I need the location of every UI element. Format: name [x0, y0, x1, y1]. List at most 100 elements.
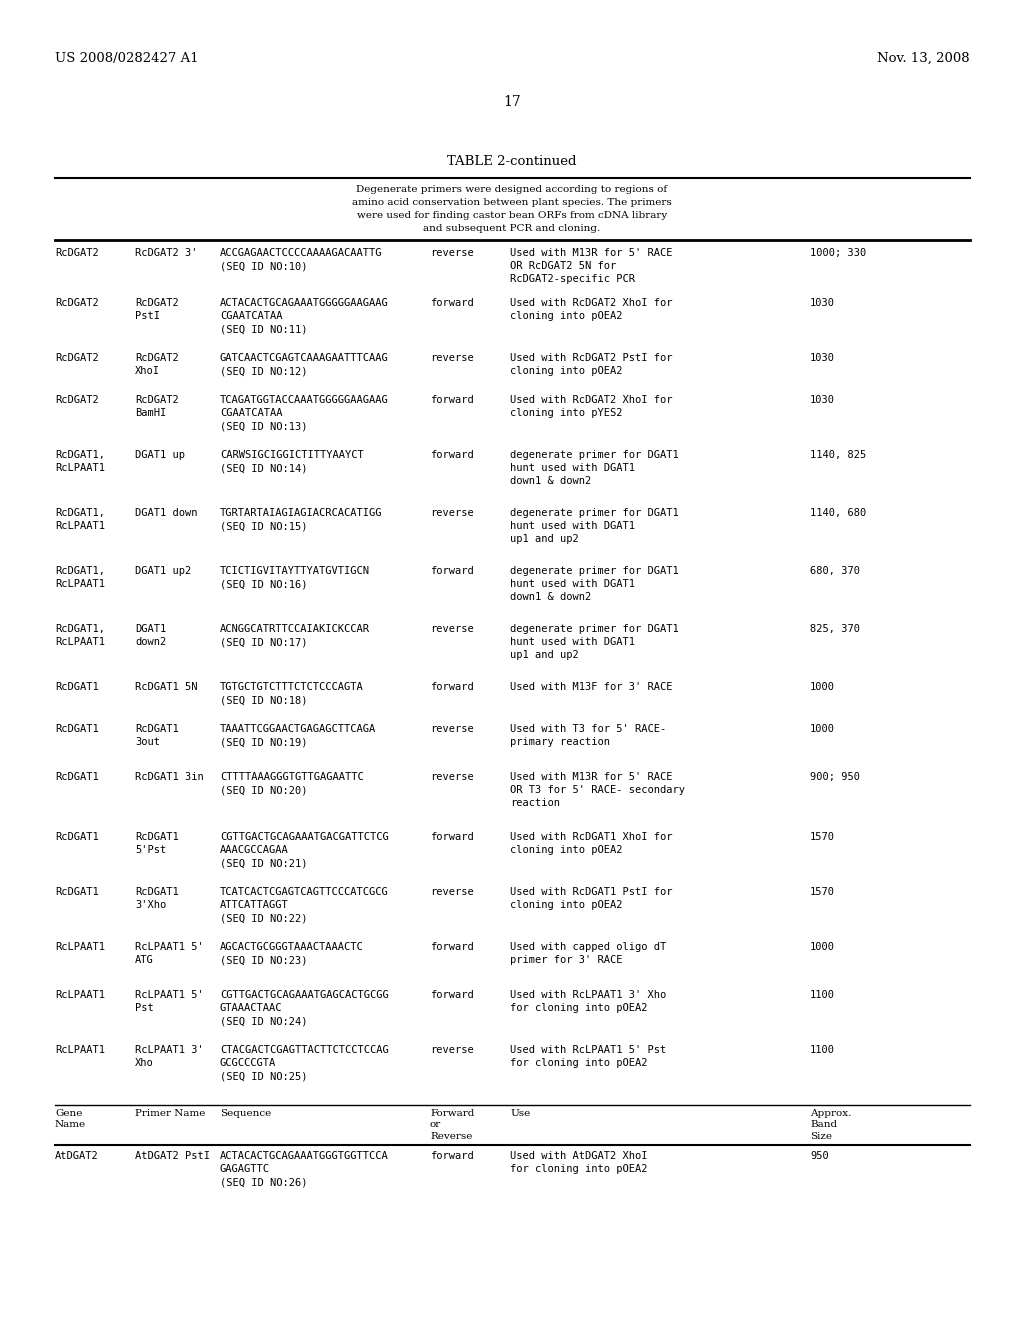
Text: were used for finding castor bean ORFs from cDNA library: were used for finding castor bean ORFs f… — [357, 211, 667, 220]
Text: Used with AtDGAT2 XhoI
for cloning into pOEA2: Used with AtDGAT2 XhoI for cloning into … — [510, 1151, 647, 1175]
Text: DGAT1
down2: DGAT1 down2 — [135, 624, 166, 647]
Text: reverse: reverse — [430, 887, 474, 898]
Text: forward: forward — [430, 682, 474, 692]
Text: RcDGAT1
3out: RcDGAT1 3out — [135, 723, 179, 747]
Text: reverse: reverse — [430, 508, 474, 517]
Text: TAAATTCGGAACTGAGAGCTTCAGA
(SEQ ID NO:19): TAAATTCGGAACTGAGAGCTTCAGA (SEQ ID NO:19) — [220, 723, 376, 747]
Text: DGAT1 down: DGAT1 down — [135, 508, 198, 517]
Text: ACNGGCATRTTCCAIAKICKCCAR
(SEQ ID NO:17): ACNGGCATRTTCCAIAKICKCCAR (SEQ ID NO:17) — [220, 624, 370, 647]
Text: forward: forward — [430, 942, 474, 952]
Text: 900; 950: 900; 950 — [810, 772, 860, 781]
Text: 680, 370: 680, 370 — [810, 566, 860, 576]
Text: RcDGAT2
PstI: RcDGAT2 PstI — [135, 298, 179, 321]
Text: RcDGAT1: RcDGAT1 — [55, 887, 98, 898]
Text: RcDGAT1,
RcLPAAT1: RcDGAT1, RcLPAAT1 — [55, 566, 105, 589]
Text: RcDGAT1: RcDGAT1 — [55, 772, 98, 781]
Text: reverse: reverse — [430, 1045, 474, 1055]
Text: 1100: 1100 — [810, 1045, 835, 1055]
Text: and subsequent PCR and cloning.: and subsequent PCR and cloning. — [423, 224, 601, 234]
Text: Used with M13R for 5' RACE
OR RcDGAT2 5N for
RcDGAT2-specific PCR: Used with M13R for 5' RACE OR RcDGAT2 5N… — [510, 248, 673, 284]
Text: AtDGAT2 PstI: AtDGAT2 PstI — [135, 1151, 210, 1162]
Text: Used with RcDGAT1 PstI for
cloning into pOEA2: Used with RcDGAT1 PstI for cloning into … — [510, 887, 673, 911]
Text: RcDGAT1
5'Pst: RcDGAT1 5'Pst — [135, 832, 179, 855]
Text: Used with RcLPAAT1 3' Xho
for cloning into pOEA2: Used with RcLPAAT1 3' Xho for cloning in… — [510, 990, 667, 1014]
Text: 1100: 1100 — [810, 990, 835, 1001]
Text: ACTACACTGCAGAAATGGGTGGTTCCA
GAGAGTTC
(SEQ ID NO:26): ACTACACTGCAGAAATGGGTGGTTCCA GAGAGTTC (SE… — [220, 1151, 389, 1188]
Text: RcDGAT1 3in: RcDGAT1 3in — [135, 772, 204, 781]
Text: 1000: 1000 — [810, 723, 835, 734]
Text: DGAT1 up: DGAT1 up — [135, 450, 185, 459]
Text: RcDGAT1: RcDGAT1 — [55, 832, 98, 842]
Text: TCICTIGVITAYTTYATGVTIGCN
(SEQ ID NO:16): TCICTIGVITAYTTYATGVTIGCN (SEQ ID NO:16) — [220, 566, 370, 589]
Text: RcLPAAT1: RcLPAAT1 — [55, 942, 105, 952]
Text: RcLPAAT1 5'
Pst: RcLPAAT1 5' Pst — [135, 990, 204, 1014]
Text: TCAGATGGTACCAAATGGGGGAAGAAG
CGAATCATAA
(SEQ ID NO:13): TCAGATGGTACCAAATGGGGGAAGAAG CGAATCATAA (… — [220, 395, 389, 432]
Text: GATCAACTCGAGTCAAAGAATTTCAAG
(SEQ ID NO:12): GATCAACTCGAGTCAAAGAATTTCAAG (SEQ ID NO:1… — [220, 352, 389, 376]
Text: 825, 370: 825, 370 — [810, 624, 860, 634]
Text: 1000: 1000 — [810, 682, 835, 692]
Text: RcDGAT1: RcDGAT1 — [55, 723, 98, 734]
Text: 1030: 1030 — [810, 395, 835, 405]
Text: amino acid conservation between plant species. The primers: amino acid conservation between plant sp… — [352, 198, 672, 207]
Text: reverse: reverse — [430, 723, 474, 734]
Text: RcLPAAT1 3'
Xho: RcLPAAT1 3' Xho — [135, 1045, 204, 1068]
Text: Nov. 13, 2008: Nov. 13, 2008 — [878, 51, 970, 65]
Text: 950: 950 — [810, 1151, 828, 1162]
Text: 1140, 825: 1140, 825 — [810, 450, 866, 459]
Text: TGTGCTGTCTTTCTCTCCCAGTA
(SEQ ID NO:18): TGTGCTGTCTTTCTCTCCCAGTA (SEQ ID NO:18) — [220, 682, 364, 705]
Text: 1000: 1000 — [810, 942, 835, 952]
Text: Used with RcLPAAT1 5' Pst
for cloning into pOEA2: Used with RcLPAAT1 5' Pst for cloning in… — [510, 1045, 667, 1068]
Text: Used with capped oligo dT
primer for 3' RACE: Used with capped oligo dT primer for 3' … — [510, 942, 667, 965]
Text: forward: forward — [430, 1151, 474, 1162]
Text: RcDGAT2: RcDGAT2 — [55, 352, 98, 363]
Text: RcLPAAT1: RcLPAAT1 — [55, 1045, 105, 1055]
Text: US 2008/0282427 A1: US 2008/0282427 A1 — [55, 51, 199, 65]
Text: reverse: reverse — [430, 352, 474, 363]
Text: AtDGAT2: AtDGAT2 — [55, 1151, 98, 1162]
Text: 17: 17 — [503, 95, 521, 110]
Text: Used with M13F for 3' RACE: Used with M13F for 3' RACE — [510, 682, 673, 692]
Text: RcDGAT2: RcDGAT2 — [55, 248, 98, 257]
Text: CTACGACTCGAGTTACTTCTCCTCCAG
GCGCCCGTA
(SEQ ID NO:25): CTACGACTCGAGTTACTTCTCCTCCAG GCGCCCGTA (S… — [220, 1045, 389, 1081]
Text: AGCACTGCGGGTAAACTAAACTC
(SEQ ID NO:23): AGCACTGCGGGTAAACTAAACTC (SEQ ID NO:23) — [220, 942, 364, 965]
Text: RcDGAT2
BamHI: RcDGAT2 BamHI — [135, 395, 179, 418]
Text: RcLPAAT1: RcLPAAT1 — [55, 990, 105, 1001]
Text: forward: forward — [430, 990, 474, 1001]
Text: RcLPAAT1 5'
ATG: RcLPAAT1 5' ATG — [135, 942, 204, 965]
Text: RcDGAT2: RcDGAT2 — [55, 395, 98, 405]
Text: TGRTARTAIAGIAGIACRCACATIGG
(SEQ ID NO:15): TGRTARTAIAGIAGIACRCACATIGG (SEQ ID NO:15… — [220, 508, 383, 531]
Text: Primer Name: Primer Name — [135, 1109, 206, 1118]
Text: DGAT1 up2: DGAT1 up2 — [135, 566, 191, 576]
Text: 1030: 1030 — [810, 298, 835, 308]
Text: 1570: 1570 — [810, 832, 835, 842]
Text: CTTTTAAAGGGTGTTGAGAATTC
(SEQ ID NO:20): CTTTTAAAGGGTGTTGAGAATTC (SEQ ID NO:20) — [220, 772, 364, 795]
Text: reverse: reverse — [430, 772, 474, 781]
Text: degenerate primer for DGAT1
hunt used with DGAT1
up1 and up2: degenerate primer for DGAT1 hunt used wi… — [510, 508, 679, 544]
Text: RcDGAT1,
RcLPAAT1: RcDGAT1, RcLPAAT1 — [55, 508, 105, 531]
Text: reverse: reverse — [430, 248, 474, 257]
Text: TCATCACTCGAGTCAGTTCCCATCGCG
ATTCATTAGGT
(SEQ ID NO:22): TCATCACTCGAGTCAGTTCCCATCGCG ATTCATTAGGT … — [220, 887, 389, 924]
Text: degenerate primer for DGAT1
hunt used with DGAT1
down1 & down2: degenerate primer for DGAT1 hunt used wi… — [510, 450, 679, 486]
Text: forward: forward — [430, 395, 474, 405]
Text: RcDGAT2: RcDGAT2 — [55, 298, 98, 308]
Text: degenerate primer for DGAT1
hunt used with DGAT1
down1 & down2: degenerate primer for DGAT1 hunt used wi… — [510, 566, 679, 602]
Text: Forward
or
Reverse: Forward or Reverse — [430, 1109, 474, 1140]
Text: 1570: 1570 — [810, 887, 835, 898]
Text: Sequence: Sequence — [220, 1109, 271, 1118]
Text: Used with M13R for 5' RACE
OR T3 for 5' RACE- secondary
reaction: Used with M13R for 5' RACE OR T3 for 5' … — [510, 772, 685, 808]
Text: forward: forward — [430, 566, 474, 576]
Text: RcDGAT2 3': RcDGAT2 3' — [135, 248, 198, 257]
Text: 1030: 1030 — [810, 352, 835, 363]
Text: forward: forward — [430, 832, 474, 842]
Text: TABLE 2-continued: TABLE 2-continued — [447, 154, 577, 168]
Text: RcDGAT1,
RcLPAAT1: RcDGAT1, RcLPAAT1 — [55, 624, 105, 647]
Text: Used with RcDGAT1 XhoI for
cloning into pOEA2: Used with RcDGAT1 XhoI for cloning into … — [510, 832, 673, 855]
Text: CARWSIGCIGGICTITTYAAYCT
(SEQ ID NO:14): CARWSIGCIGGICTITTYAAYCT (SEQ ID NO:14) — [220, 450, 364, 473]
Text: CGTTGACTGCAGAAATGAGCACTGCGG
GTAAACTAAC
(SEQ ID NO:24): CGTTGACTGCAGAAATGAGCACTGCGG GTAAACTAAC (… — [220, 990, 389, 1027]
Text: Use: Use — [510, 1109, 530, 1118]
Text: Used with T3 for 5' RACE-
primary reaction: Used with T3 for 5' RACE- primary reacti… — [510, 723, 667, 747]
Text: ACCGAGAACTCCCCAAAAGACAATTG
(SEQ ID NO:10): ACCGAGAACTCCCCAAAAGACAATTG (SEQ ID NO:10… — [220, 248, 383, 271]
Text: RcDGAT1: RcDGAT1 — [55, 682, 98, 692]
Text: 1140, 680: 1140, 680 — [810, 508, 866, 517]
Text: RcDGAT1,
RcLPAAT1: RcDGAT1, RcLPAAT1 — [55, 450, 105, 473]
